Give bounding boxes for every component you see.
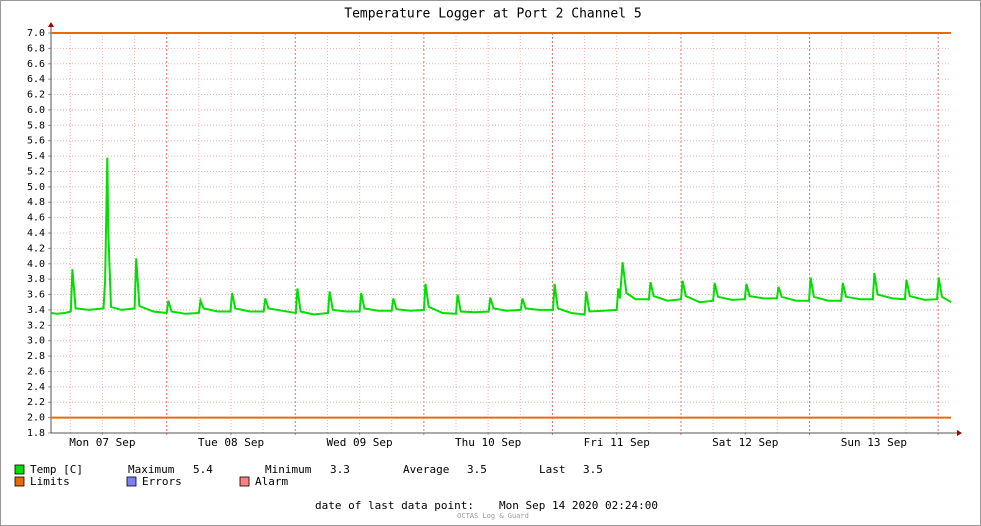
stat-name: Minimum [265, 463, 312, 476]
y-axis-arrow [48, 22, 54, 27]
stat-name: Last [539, 463, 566, 476]
stat-value: 3.5 [583, 463, 603, 476]
y-tick-label: 7.0 [27, 28, 45, 39]
y-tick-label: 5.2 [27, 166, 45, 177]
y-tick-label: 6.8 [27, 43, 45, 54]
stat-value: 3.3 [330, 463, 350, 476]
footer-label: date of last data point: [315, 499, 474, 512]
chart-title: Temperature Logger at Port 2 Channel 5 [344, 7, 641, 22]
y-tick-label: 3.0 [27, 336, 45, 347]
x-tick-label: Sat 12 Sep [712, 436, 778, 449]
y-tick-label: 2.8 [27, 351, 45, 362]
footer-value: Mon Sep 14 2020 02:24:00 [499, 499, 658, 512]
y-tick-label: 4.0 [27, 259, 45, 270]
legend-swatch [14, 464, 25, 475]
y-tick-label: 3.2 [27, 320, 45, 331]
x-tick-label: Fri 11 Sep [584, 436, 650, 449]
y-tick-label: 5.8 [27, 120, 45, 131]
y-tick-label: 4.2 [27, 243, 45, 254]
line-series [50, 157, 952, 316]
y-tick-label: 3.6 [27, 290, 45, 301]
x-tick-label: Mon 07 Sep [69, 436, 135, 449]
stat-value: 3.5 [467, 463, 487, 476]
x-axis-arrow [957, 430, 962, 436]
legend-swatch [239, 476, 250, 487]
brand: OCTAS Log & Guard [457, 512, 529, 520]
legend-swatch [126, 476, 137, 487]
legend-label: Alarm [255, 475, 288, 488]
y-tick-label: 6.6 [27, 59, 45, 70]
legend-label: Limits [30, 475, 70, 488]
y-tick-label: 4.6 [27, 213, 45, 224]
y-tick-label: 3.8 [27, 274, 45, 285]
y-tick-label: 4.8 [27, 197, 45, 208]
x-tick-label: Wed 09 Sep [326, 436, 392, 449]
y-tick-label: 3.4 [27, 305, 45, 316]
legend-label: Errors [142, 475, 182, 488]
y-tick-label: 4.4 [27, 228, 45, 239]
y-tick-label: 6.0 [27, 105, 45, 116]
stat-name: Average [403, 463, 449, 476]
y-tick-label: 6.4 [27, 74, 45, 85]
x-tick-label: Sun 13 Sep [841, 436, 907, 449]
stat-name: Maximum [128, 463, 175, 476]
stat-value: 5.4 [193, 463, 213, 476]
y-tick-label: 5.4 [27, 151, 45, 162]
y-tick-label: 2.6 [27, 366, 45, 377]
y-tick-label: 6.2 [27, 90, 45, 101]
y-tick-label: 5.0 [27, 182, 45, 193]
y-tick-label: 5.6 [27, 136, 45, 147]
legend-label: Temp [C] [30, 463, 83, 476]
x-tick-label: Tue 08 Sep [198, 436, 264, 449]
y-tick-label: 1.8 [27, 428, 45, 439]
y-tick-label: 2.4 [27, 382, 45, 393]
x-tick-label: Thu 10 Sep [455, 436, 521, 449]
y-tick-label: 2.0 [27, 413, 45, 424]
legend-swatch [14, 476, 25, 487]
y-tick-label: 2.2 [27, 397, 45, 408]
